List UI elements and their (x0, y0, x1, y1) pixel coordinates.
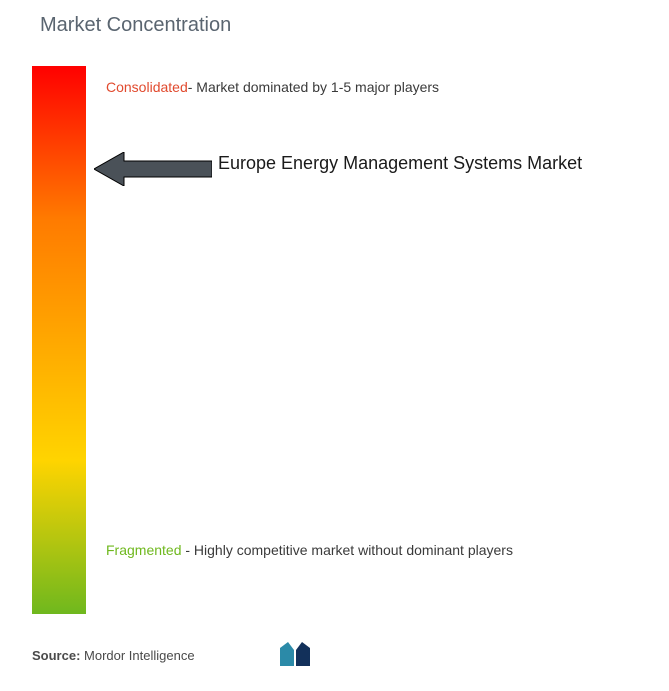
source-name: Mordor Intelligence (80, 648, 194, 663)
page-title: Market Concentration (40, 14, 231, 37)
market-position-arrow (94, 152, 212, 186)
fragmented-description: - Highly competitive market without domi… (181, 542, 512, 558)
consolidated-label-row: Consolidated- Market dominated by 1-5 ma… (106, 78, 626, 98)
consolidated-term: Consolidated (106, 79, 188, 95)
mordor-logo-icon (278, 640, 312, 668)
source-attribution: Source: Mordor Intelligence (32, 648, 195, 663)
source-prefix: Source: (32, 648, 80, 663)
concentration-gradient-bar (32, 66, 86, 614)
market-name-label: Europe Energy Management Systems Market (218, 153, 582, 174)
consolidated-description: - Market dominated by 1-5 major players (188, 79, 439, 95)
fragmented-label-row: Fragmented - Highly competitive market w… (106, 538, 606, 563)
fragmented-term: Fragmented (106, 542, 181, 558)
left-arrow-icon (94, 152, 212, 186)
